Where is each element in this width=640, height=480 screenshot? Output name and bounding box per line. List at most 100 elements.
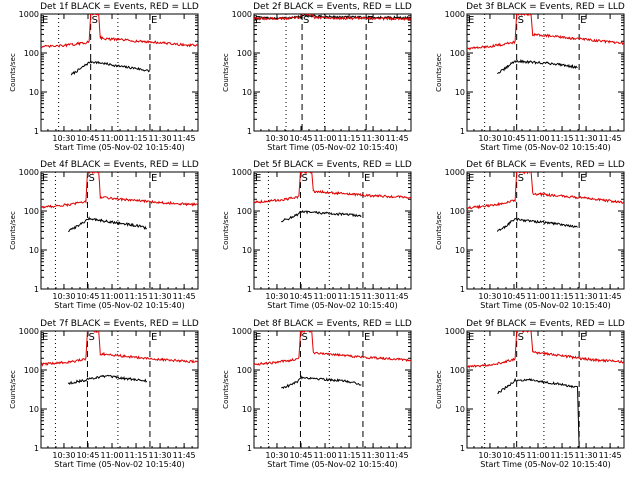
y-tick-label: 100 (237, 207, 252, 216)
x-tick-label: 11:45 (386, 134, 409, 143)
x-tick-label: 11:45 (173, 451, 196, 460)
y-tick-label: 10 (455, 88, 465, 97)
x-tick-label: 11:00 (100, 134, 123, 143)
y-tick-label: 1 (34, 285, 39, 294)
end-marker-label: E (367, 15, 373, 26)
x-tick-label: 10:45 (502, 292, 525, 301)
plot-frame (466, 13, 625, 132)
y-tick-label: 1 (247, 444, 252, 453)
x-tick-label: 11:45 (386, 451, 409, 460)
x-tick-label: 11:00 (313, 451, 336, 460)
panel-det-4: Det 4f BLACK = Events, RED = LLD 1 10 100 10… (9, 160, 199, 310)
x-tick-label: 10:45 (76, 451, 99, 460)
panel-det-9: Det 9f BLACK = Events, RED = LLD 1 10 100 10… (435, 319, 625, 469)
x-tick-label: 11:30 (575, 134, 598, 143)
x-tick-label: 11:00 (526, 451, 549, 460)
x-tick-label: 11:45 (599, 292, 622, 301)
series-line-events (68, 216, 148, 233)
x-tick-label: 10:30 (52, 292, 75, 301)
series-line-lld (254, 14, 411, 22)
end-marker-label: E (151, 173, 157, 184)
panel-title: Det 4f BLACK = Events, RED = LLD (40, 160, 199, 170)
y-tick-label: 10 (242, 405, 252, 414)
x-tick-label: 10:45 (76, 292, 99, 301)
x-tick-label: 10:30 (478, 134, 501, 143)
plot-frame (466, 330, 625, 449)
y-tick-label: 1000 (19, 10, 39, 19)
x-tick-label: 11:15 (125, 134, 148, 143)
x-tick-label: 10:30 (265, 292, 288, 301)
x-axis-label: Start Time (05-Nov-02 10:15:40) (480, 460, 610, 469)
x-tick-label: 11:00 (526, 134, 549, 143)
end-marker-label: E (42, 332, 48, 343)
series-line-lld (254, 331, 411, 366)
y-tick-label: 1000 (232, 10, 252, 19)
x-tick-label: 10:30 (52, 451, 75, 460)
y-tick-label: 1 (34, 127, 39, 136)
y-axis-label: Counts/sec (222, 370, 230, 409)
x-tick-label: 10:45 (289, 134, 312, 143)
x-tick-label: 11:15 (125, 292, 148, 301)
x-tick-label: 11:15 (338, 451, 361, 460)
panel-det-8: Det 8f BLACK = Events, RED = LLD 1 10 100 10… (222, 319, 412, 469)
end-marker-label: E (580, 173, 586, 184)
x-tick-label: 10:30 (478, 451, 501, 460)
series-line-events (497, 377, 580, 448)
panel-title: Det 7f BLACK = Events, RED = LLD (40, 319, 199, 329)
x-tick-label: 11:15 (338, 134, 361, 143)
panel-title: Det 2f BLACK = Events, RED = LLD (253, 2, 412, 12)
y-tick-label: 1 (460, 444, 465, 453)
x-tick-label: 10:45 (76, 134, 99, 143)
start-marker-label: S (518, 332, 524, 343)
series-line-events (67, 374, 148, 386)
x-tick-label: 11:00 (313, 134, 336, 143)
end-marker-label: E (151, 332, 157, 343)
x-tick-label: 11:30 (362, 451, 385, 460)
end-marker-label: E (364, 332, 370, 343)
series-line-events (497, 58, 578, 75)
y-axis-label: Counts/sec (435, 211, 443, 250)
x-tick-label: 11:15 (551, 292, 574, 301)
x-tick-label: 11:00 (526, 292, 549, 301)
x-axis-label: Start Time (05-Nov-02 10:15:40) (267, 460, 397, 469)
x-axis-label: Start Time (05-Nov-02 10:15:40) (54, 460, 184, 469)
x-tick-label: 11:30 (362, 292, 385, 301)
series-line-lld (467, 331, 624, 369)
x-tick-label: 11:15 (551, 134, 574, 143)
y-tick-label: 100 (24, 49, 39, 58)
y-tick-label: 10 (29, 405, 39, 414)
end-marker-label: E (42, 173, 48, 184)
y-tick-label: 1000 (445, 168, 465, 177)
y-axis-label: Counts/sec (435, 370, 443, 409)
series-line-lld (41, 14, 198, 49)
y-tick-label: 100 (450, 366, 465, 375)
y-tick-label: 1 (460, 285, 465, 294)
y-tick-label: 10 (242, 88, 252, 97)
x-tick-label: 11:30 (149, 134, 172, 143)
y-tick-label: 1000 (19, 327, 39, 336)
x-axis-label: Start Time (05-Nov-02 10:15:40) (267, 143, 397, 152)
panel-det-2: Det 2f BLACK = Events, RED = LLD 1 10 100 10… (222, 2, 412, 152)
y-axis-label: Counts/sec (222, 211, 230, 250)
plot-frame (253, 330, 412, 449)
y-axis-label: Counts/sec (435, 53, 443, 92)
x-tick-label: 10:30 (52, 134, 75, 143)
plot-frame (253, 13, 412, 132)
y-tick-label: 1000 (445, 327, 465, 336)
end-marker-label: E (468, 173, 474, 184)
series-line-events (70, 58, 151, 76)
panel-title: Det 8f BLACK = Events, RED = LLD (253, 319, 412, 329)
series-line-lld (41, 172, 198, 209)
x-axis-label: Start Time (05-Nov-02 10:15:40) (480, 143, 610, 152)
y-tick-label: 1 (460, 127, 465, 136)
end-marker-label: E (364, 173, 370, 184)
y-tick-label: 100 (450, 49, 465, 58)
panel-title: Det 1f BLACK = Events, RED = LLD (40, 2, 199, 12)
x-tick-label: 11:45 (173, 292, 196, 301)
plot-frame (253, 171, 412, 290)
y-tick-label: 1000 (232, 327, 252, 336)
y-tick-label: 1 (247, 127, 252, 136)
x-tick-label: 11:30 (149, 451, 172, 460)
end-marker-label: E (468, 332, 474, 343)
